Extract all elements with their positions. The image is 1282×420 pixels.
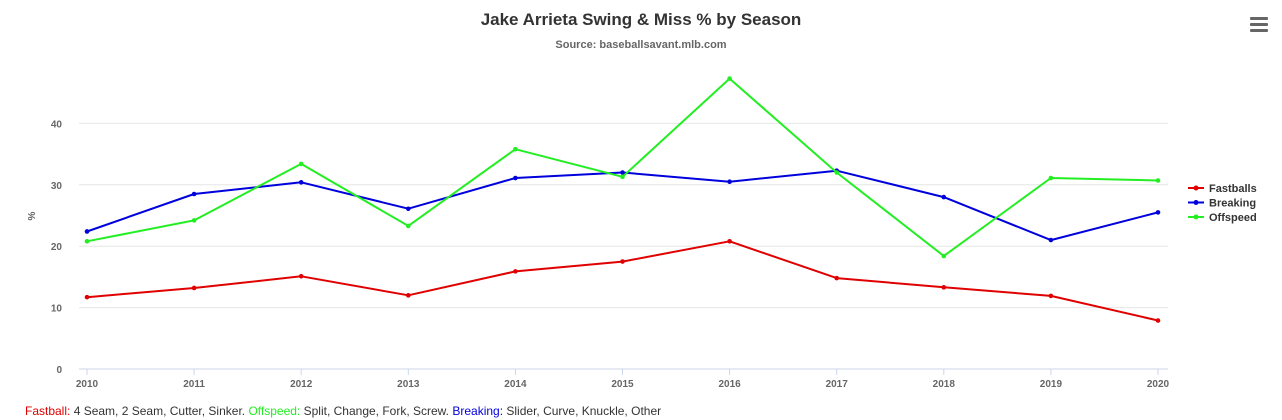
x-tick-label: 2016 <box>718 379 741 390</box>
data-point <box>406 293 411 298</box>
footnote-fastball-text: 4 Seam, 2 Seam, Cutter, Sinker. <box>70 404 249 418</box>
data-point <box>298 161 304 167</box>
x-tick-label: 2017 <box>826 379 849 390</box>
data-point <box>84 238 90 244</box>
data-point <box>727 76 732 81</box>
data-point <box>1155 210 1161 215</box>
data-point <box>941 285 947 290</box>
data-point <box>191 191 197 197</box>
data-point <box>727 179 732 185</box>
footnote-fastball-label: Fastball: <box>25 404 71 418</box>
data-point <box>513 269 518 274</box>
menu-bar <box>1250 17 1268 20</box>
legend-item-breaking[interactable]: Breaking <box>1188 198 1256 210</box>
data-point <box>1155 178 1161 183</box>
menu-bar <box>1250 29 1268 32</box>
x-tick-label: 2020 <box>1147 379 1170 390</box>
data-point <box>1048 237 1054 243</box>
series-breaking <box>84 168 1161 243</box>
data-point <box>298 180 304 185</box>
data-point <box>1155 318 1161 323</box>
data-point <box>834 275 839 281</box>
data-point <box>191 285 197 291</box>
data-point <box>620 170 625 175</box>
menu-bar <box>1250 23 1268 26</box>
data-point <box>513 175 518 181</box>
footnote-offspeed-label: Offspeed: <box>248 404 301 418</box>
legend-item-offspeed[interactable]: Offspeed <box>1188 212 1257 224</box>
chart-subtitle: Source: baseballsavant.mlb.com <box>555 39 727 51</box>
y-tick-label: 0 <box>56 365 62 376</box>
data-point <box>84 294 90 300</box>
chart-title: Jake Arrieta Swing & Miss % by Season <box>480 10 802 29</box>
hamburger-menu-icon[interactable] <box>1250 17 1268 33</box>
series-line <box>86 240 1159 322</box>
y-tick-label: 10 <box>51 304 63 315</box>
legend-label: Offspeed <box>1209 212 1257 224</box>
footnote: Fastball: 4 Seam, 2 Seam, Cutter, Sinker… <box>25 404 661 418</box>
data-point <box>1048 293 1054 299</box>
y-tick-label: 30 <box>51 181 63 192</box>
x-tick-label: 2011 <box>183 379 205 390</box>
data-point <box>298 273 304 279</box>
data-point <box>1048 175 1054 181</box>
data-point <box>941 194 947 200</box>
data-point <box>406 206 411 212</box>
axes: 0 10 20 30 40 2010 2011 2012 2013 2014 2015 2016 201… <box>51 119 1170 390</box>
data-point <box>84 229 90 234</box>
legend-item-fastballs[interactable]: Fastballs <box>1188 183 1257 195</box>
x-tick-label: 2013 <box>397 379 420 390</box>
footnote-breaking-text: Slider, Curve, Knuckle, Other <box>503 404 662 418</box>
series-line <box>86 77 1159 257</box>
data-point <box>941 253 947 259</box>
data-point <box>727 238 732 244</box>
x-tick-label: 2015 <box>611 379 634 390</box>
legend-symbol-marker <box>1193 214 1199 220</box>
line-chart: 0 10 20 30 40 2010 2011 2012 2013 2014 2015 2016 201… <box>27 76 1257 390</box>
legend-label: Breaking <box>1209 198 1256 210</box>
data-point <box>620 174 625 180</box>
x-tick-label: 2012 <box>290 379 313 390</box>
data-point <box>620 259 625 264</box>
legend-label: Fastballs <box>1209 183 1257 195</box>
x-tick-label: 2019 <box>1040 379 1063 390</box>
x-tick-label: 2014 <box>504 379 527 390</box>
x-tick-label: 2018 <box>933 379 956 390</box>
legend-symbol-marker <box>1193 185 1199 191</box>
series-group <box>84 76 1161 323</box>
footnote-offspeed-text: Split, Change, Fork, Screw. <box>300 404 453 418</box>
series-line <box>86 169 1159 242</box>
legend-symbol-marker <box>1193 200 1199 205</box>
data-point <box>191 218 197 223</box>
data-point <box>834 170 839 175</box>
series-fastballs <box>84 238 1161 323</box>
data-point <box>513 146 518 152</box>
series-offspeed <box>84 76 1161 259</box>
x-tick-label: 2010 <box>76 379 99 390</box>
y-tick-label: 20 <box>51 242 63 253</box>
y-axis-title: % <box>27 211 38 220</box>
data-point <box>406 223 411 229</box>
footnote-breaking-label: Breaking: <box>452 404 504 418</box>
legend[interactable]: Fastballs Breaking Offspeed <box>1188 183 1257 224</box>
grid-lines <box>79 122 1168 309</box>
y-tick-label: 40 <box>51 119 63 130</box>
